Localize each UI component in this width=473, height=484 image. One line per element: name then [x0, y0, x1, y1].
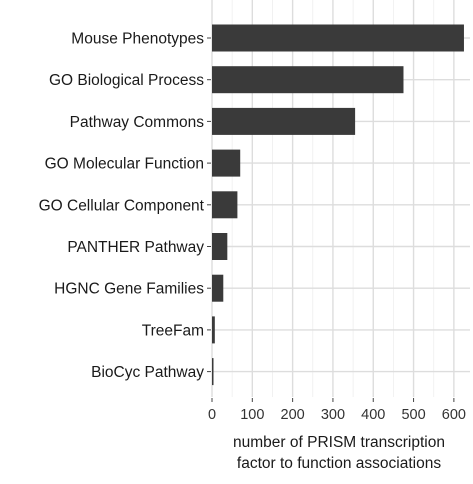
category-label: GO Biological Process [49, 72, 204, 89]
category-label: Pathway Commons [70, 114, 205, 131]
category-label: GO Molecular Function [45, 156, 204, 173]
bar [212, 191, 238, 219]
category-label: HGNC Gene Families [54, 281, 204, 298]
bar [212, 107, 356, 135]
category-label: PANTHER Pathway [67, 239, 204, 256]
x-axis-label-line-1: number of PRISM transcription [233, 434, 445, 451]
bar [212, 149, 241, 177]
bar [212, 274, 224, 302]
grid-lines [211, 0, 470, 397]
x-tick-label: 200 [281, 407, 305, 423]
x-tick-label: 100 [240, 407, 264, 423]
category-label: GO Cellular Component [39, 197, 205, 214]
x-tick-label: 600 [442, 407, 466, 423]
category-label: BioCyc Pathway [91, 364, 204, 381]
bar [212, 233, 228, 260]
x-tick-label: 500 [401, 407, 425, 423]
x-tick-label: 400 [361, 407, 385, 423]
bars [212, 24, 464, 386]
x-axis-label-line-2: factor to function associations [237, 455, 441, 472]
category-label: TreeFam [142, 322, 204, 339]
category-label: Mouse Phenotypes [71, 31, 204, 48]
bar [212, 358, 214, 386]
bar [212, 66, 404, 94]
bar [212, 24, 464, 52]
category-axis: Mouse Phenotypes GO Biological Process Pat… [39, 31, 211, 381]
value-axis: 0 100 200 300 400 500 600 [208, 398, 466, 423]
bar [212, 316, 215, 344]
x-tick-label: 0 [208, 407, 216, 423]
x-tick-label: 300 [321, 407, 345, 423]
